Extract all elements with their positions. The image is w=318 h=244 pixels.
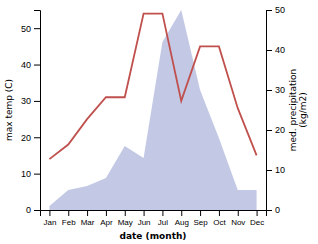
tick-mark bbox=[106, 210, 107, 216]
tick-mark bbox=[238, 210, 239, 216]
tick-mark bbox=[257, 210, 258, 216]
tick: 0 bbox=[266, 205, 280, 215]
tick-label: Dec bbox=[250, 218, 264, 227]
tick-label: Jan bbox=[43, 218, 56, 227]
tick-label: Apr bbox=[100, 218, 113, 227]
tick: 10 bbox=[266, 165, 285, 175]
tick: 0 bbox=[26, 205, 40, 215]
tick-mark bbox=[34, 174, 40, 175]
area bbox=[49, 10, 256, 210]
tick-mark bbox=[87, 210, 88, 216]
tick-mark bbox=[162, 210, 163, 216]
tick: Oct bbox=[213, 210, 226, 227]
tick: 30 bbox=[266, 85, 285, 95]
tick-mark bbox=[34, 137, 40, 138]
tick-mark bbox=[34, 210, 40, 211]
tick-mark bbox=[266, 10, 272, 11]
tick: Nov bbox=[231, 210, 245, 227]
marks bbox=[49, 10, 256, 210]
tick: 50 bbox=[266, 5, 285, 15]
tick-mark bbox=[49, 210, 50, 216]
tick-label: 20 bbox=[275, 125, 285, 135]
tick-label: May bbox=[118, 218, 133, 227]
y2-axis-title: med. precipitation(kg/m2) bbox=[288, 69, 308, 151]
y2-axis: 0 10 20 30 40 50 bbox=[266, 5, 285, 215]
tick: Apr bbox=[100, 210, 113, 227]
axis-line bbox=[34, 11, 41, 211]
x-axis-title: date (month) bbox=[120, 231, 187, 241]
tick-label: Jul bbox=[158, 218, 168, 227]
y-axis-title: max temp (C) bbox=[4, 79, 14, 141]
tick-label: Aug bbox=[175, 218, 189, 227]
tick-mark bbox=[34, 101, 40, 102]
tick: Dec bbox=[250, 210, 264, 227]
tick: Aug bbox=[175, 210, 189, 227]
tick-label: 50 bbox=[21, 24, 31, 34]
tick: Mar bbox=[81, 210, 95, 227]
tick: Jan bbox=[43, 210, 56, 227]
tick-label: Mar bbox=[81, 218, 95, 227]
tick-label: 20 bbox=[21, 133, 31, 143]
tick-mark bbox=[34, 28, 40, 29]
tick-label: 40 bbox=[21, 60, 31, 70]
tick-mark bbox=[266, 130, 272, 131]
tick-mark bbox=[266, 210, 272, 211]
chart: Jan Feb Mar Apr May Jun Jul Aug Sep Oct Nov Dec 0 10 2… bbox=[0, 0, 318, 244]
x-axis: Jan Feb Mar Apr May Jun Jul Aug Sep Oct Nov Dec bbox=[41, 210, 267, 227]
tick-mark bbox=[266, 50, 272, 51]
tick-label: 10 bbox=[21, 169, 31, 179]
line bbox=[49, 14, 256, 159]
tick: 20 bbox=[266, 125, 285, 135]
tick-mark bbox=[219, 210, 220, 216]
tick-label: Jun bbox=[138, 218, 151, 227]
tick-label: 40 bbox=[275, 45, 285, 55]
tick-mark bbox=[34, 65, 40, 66]
axis-line bbox=[267, 11, 273, 211]
tick-label: 30 bbox=[275, 85, 285, 95]
tick-mark bbox=[181, 210, 182, 216]
tick-mark bbox=[68, 210, 69, 216]
tick: 40 bbox=[266, 45, 285, 55]
tick-label: Feb bbox=[62, 218, 76, 227]
tick-mark bbox=[144, 210, 145, 216]
tick: Sep bbox=[193, 210, 208, 227]
tick-label: Oct bbox=[213, 218, 226, 227]
tick: 20 bbox=[21, 133, 40, 143]
axis-line bbox=[41, 211, 267, 217]
tick: Feb bbox=[62, 210, 76, 227]
tick: 50 bbox=[21, 24, 40, 34]
tick-label: 50 bbox=[275, 5, 285, 15]
tick-label: 0 bbox=[275, 205, 280, 215]
tick-label: 30 bbox=[21, 96, 31, 106]
plot: Jan Feb Mar Apr May Jun Jul Aug Sep Oct Nov Dec 0 10 2… bbox=[4, 5, 308, 241]
tick-mark bbox=[266, 170, 272, 171]
tick-mark bbox=[125, 210, 126, 216]
tick: Jul bbox=[158, 210, 168, 227]
y-axis: 0 10 20 30 40 50 bbox=[21, 11, 41, 216]
tick-label: 10 bbox=[275, 165, 285, 175]
tick: 40 bbox=[21, 60, 40, 70]
tick-label: Sep bbox=[193, 218, 208, 227]
tick-mark bbox=[266, 90, 272, 91]
tick-label: 0 bbox=[26, 205, 31, 215]
tick: 30 bbox=[21, 96, 40, 106]
tick-mark bbox=[200, 210, 201, 216]
tick: Jun bbox=[138, 210, 151, 227]
tick: 10 bbox=[21, 169, 40, 179]
tick: May bbox=[118, 210, 133, 227]
tick-label: Nov bbox=[231, 218, 245, 227]
